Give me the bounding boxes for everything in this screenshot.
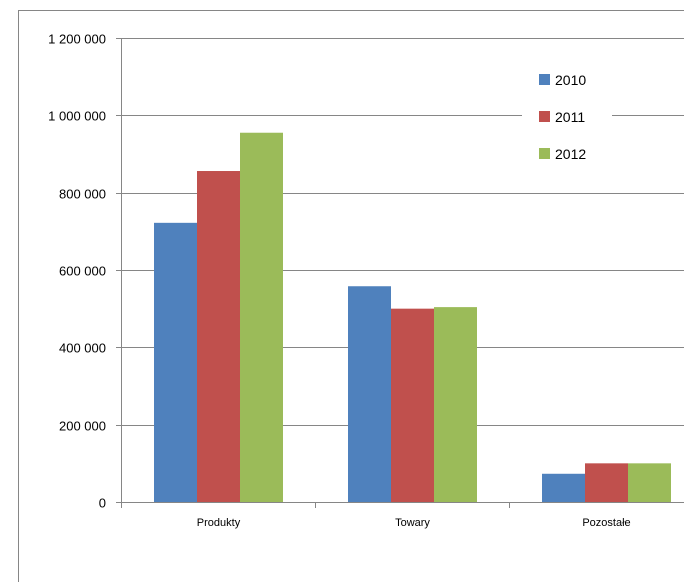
y-tick-label: 1 000 000: [48, 109, 106, 124]
bar-2011-0: [197, 171, 240, 502]
y-tick-label: 200 000: [59, 419, 106, 434]
axes: 0 200 000 400 000 600 000 800 000 1 000 000 1 …: [48, 32, 684, 529]
x-tick-label: Towary: [395, 517, 430, 529]
legend: 2010 2011 2012: [522, 62, 612, 162]
bar-2012-0: [240, 132, 283, 502]
bar-2010-2: [542, 473, 585, 502]
legend-swatch-2011: [539, 111, 550, 122]
bars: [154, 132, 671, 502]
legend-label: 2010: [555, 72, 586, 88]
legend-swatch-2012: [539, 148, 550, 159]
y-tick-label: 1 200 000: [48, 32, 106, 47]
bar-2010-0: [154, 222, 197, 502]
legend-label: 2011: [555, 109, 585, 125]
x-tick-label: Produkty: [197, 517, 241, 529]
y-tick-label: 0: [99, 496, 106, 511]
y-tick-label: 400 000: [59, 341, 106, 356]
bar-2010-1: [348, 286, 391, 502]
legend-swatch-2010: [539, 74, 550, 85]
bar-2011-1: [391, 308, 434, 502]
y-tick-label: 800 000: [59, 187, 106, 202]
legend-label: 2012: [555, 146, 586, 162]
bar-2011-2: [585, 463, 628, 502]
y-tick-label: 600 000: [59, 264, 106, 279]
x-tick-label: Pozostałe: [582, 517, 630, 529]
bar-2012-2: [628, 463, 671, 502]
bar-2012-1: [434, 307, 477, 502]
legend-background: [522, 62, 612, 158]
